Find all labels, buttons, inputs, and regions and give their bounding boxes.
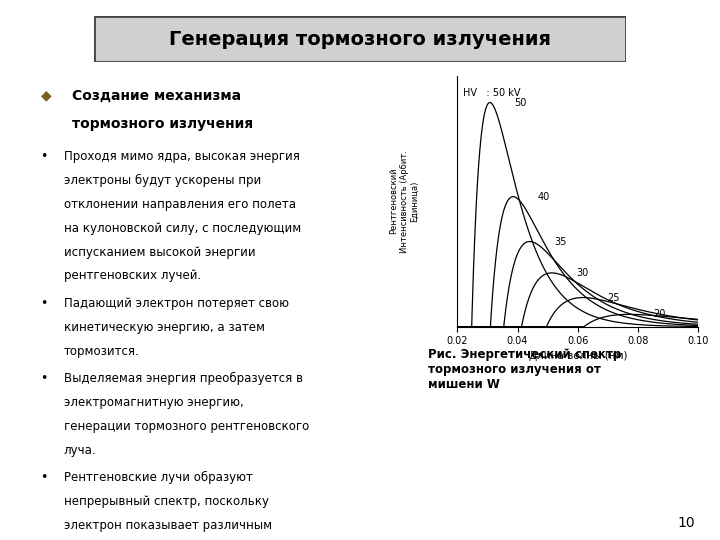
Text: Рентгеновские лучи образуют: Рентгеновские лучи образуют bbox=[64, 471, 253, 484]
Text: •: • bbox=[40, 150, 48, 163]
Text: испусканием высокой энергии: испусканием высокой энергии bbox=[64, 246, 256, 259]
Text: Падающий электрон потеряет свою: Падающий электрон потеряет свою bbox=[64, 297, 289, 310]
Text: 30: 30 bbox=[576, 268, 588, 278]
Text: •: • bbox=[40, 471, 48, 484]
X-axis label: Длина волны (нм): Длина волны (нм) bbox=[528, 350, 627, 361]
Text: Рентгеновский
Интенсивность (Арбит.
Единица): Рентгеновский Интенсивность (Арбит. Един… bbox=[390, 150, 419, 253]
Text: 20: 20 bbox=[654, 309, 666, 319]
Text: Создание механизма: Создание механизма bbox=[71, 89, 240, 103]
Text: электрон показывает различным: электрон показывает различным bbox=[64, 519, 272, 532]
Text: HV   : 50 kV: HV : 50 kV bbox=[463, 88, 521, 98]
Text: тормозится.: тормозится. bbox=[64, 345, 140, 357]
Text: 25: 25 bbox=[607, 293, 619, 302]
Text: •: • bbox=[40, 297, 48, 310]
Text: на кулоновской силу, с последующим: на кулоновской силу, с последующим bbox=[64, 222, 301, 235]
Text: отклонении направления его полета: отклонении направления его полета bbox=[64, 198, 296, 211]
Text: 50: 50 bbox=[514, 98, 526, 107]
Text: генерации тормозного рентгеновского: генерации тормозного рентгеновского bbox=[64, 420, 309, 433]
Text: Проходя мимо ядра, высокая энергия: Проходя мимо ядра, высокая энергия bbox=[64, 150, 300, 163]
Text: Рис. Энергетический спектр
тормозного излучения от
мишени W: Рис. Энергетический спектр тормозного из… bbox=[428, 348, 621, 392]
Text: Выделяемая энергия преобразуется в: Выделяемая энергия преобразуется в bbox=[64, 372, 303, 386]
Text: луча.: луча. bbox=[64, 444, 96, 457]
Text: 10: 10 bbox=[678, 516, 695, 530]
Text: электроны будут ускорены при: электроны будут ускорены при bbox=[64, 174, 261, 187]
Text: тормозного излучения: тормозного излучения bbox=[71, 117, 253, 131]
FancyBboxPatch shape bbox=[94, 16, 626, 62]
Text: рентгеновских лучей.: рентгеновских лучей. bbox=[64, 269, 201, 282]
Text: 35: 35 bbox=[554, 237, 566, 246]
Text: 40: 40 bbox=[537, 192, 549, 201]
Text: кинетическую энергию, а затем: кинетическую энергию, а затем bbox=[64, 321, 265, 334]
Text: непрерывный спектр, поскольку: непрерывный спектр, поскольку bbox=[64, 495, 269, 508]
Text: •: • bbox=[40, 372, 48, 385]
Text: ◆: ◆ bbox=[40, 89, 51, 103]
Text: Генерация тормозного излучения: Генерация тормозного излучения bbox=[169, 30, 551, 49]
Text: электромагнитную энергию,: электромагнитную энергию, bbox=[64, 396, 243, 409]
